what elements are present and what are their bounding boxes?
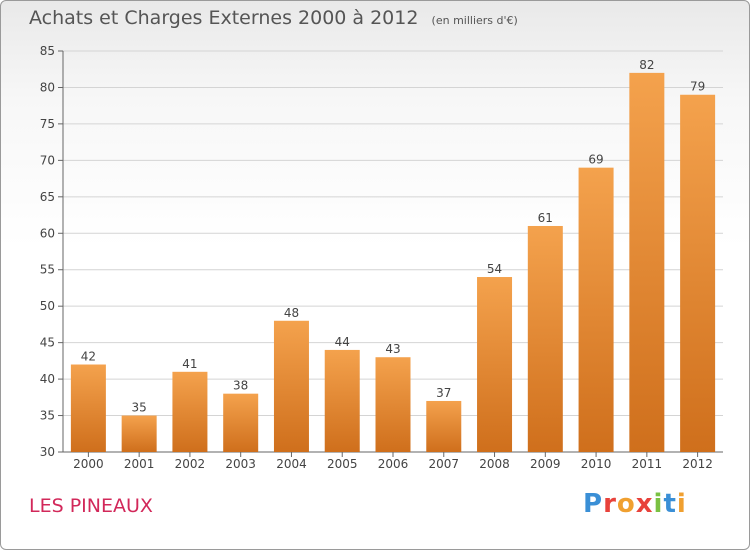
value-label: 42 xyxy=(81,350,96,364)
value-label: 35 xyxy=(132,401,147,415)
x-tick-label: 2007 xyxy=(428,457,459,471)
y-tick-label: 70 xyxy=(40,153,55,167)
value-label: 48 xyxy=(284,306,299,320)
logo-letter: P xyxy=(583,489,604,519)
y-tick-label: 65 xyxy=(40,190,55,204)
y-tick-label: 60 xyxy=(40,226,55,240)
bar xyxy=(680,94,716,452)
logo-letter: t xyxy=(663,489,677,519)
logo-letter: r xyxy=(603,489,617,519)
bar xyxy=(578,167,614,452)
x-tick-label: 2003 xyxy=(225,457,256,471)
y-tick-label: 50 xyxy=(40,299,55,313)
value-label: 54 xyxy=(487,262,502,276)
y-tick-label: 40 xyxy=(40,372,55,386)
bar xyxy=(70,364,106,452)
x-tick-label: 2005 xyxy=(327,457,358,471)
bar xyxy=(629,72,665,452)
logo-letter: x xyxy=(635,489,654,519)
bar xyxy=(527,225,563,452)
y-tick-label: 30 xyxy=(40,445,55,459)
value-label: 82 xyxy=(639,58,654,72)
x-tick-label: 2000 xyxy=(73,457,104,471)
value-label: 38 xyxy=(233,379,248,393)
bars xyxy=(70,72,716,452)
value-labels: 42 35 41 38 48 44 43 37 54 61 69 82 79 xyxy=(81,58,706,415)
value-label: 61 xyxy=(538,211,553,225)
x-tick-label: 2010 xyxy=(581,457,612,471)
x-tick-label: 2001 xyxy=(124,457,155,471)
x-tick-label: 2008 xyxy=(479,457,510,471)
bar xyxy=(426,400,462,452)
x-tick-label: 2009 xyxy=(530,457,561,471)
logo-letter: i xyxy=(653,489,664,519)
commune-name: LES PINEAUX xyxy=(29,495,153,517)
bar xyxy=(121,415,157,452)
y-tick-label: 35 xyxy=(40,409,55,423)
value-label: 79 xyxy=(690,80,705,94)
x-tick-label: 2004 xyxy=(276,457,307,471)
x-tick-label: 2002 xyxy=(175,457,206,471)
x-tick-label: 2006 xyxy=(378,457,409,471)
value-label: 37 xyxy=(436,386,451,400)
value-label: 43 xyxy=(385,342,400,356)
proxiti-logo: Proxiti xyxy=(583,489,687,519)
bar xyxy=(172,371,208,452)
bar xyxy=(273,320,309,452)
title-text: Achats et Charges Externes 2000 à 2012 xyxy=(29,7,419,29)
y-tick-label: 45 xyxy=(40,336,55,350)
y-tick-label: 80 xyxy=(40,80,55,94)
bar xyxy=(223,393,259,452)
y-tick-label: 75 xyxy=(40,117,55,131)
x-tick-label: 2012 xyxy=(682,457,713,471)
logo-letter: i xyxy=(676,489,687,519)
x-tick-label: 2011 xyxy=(632,457,663,471)
value-label: 69 xyxy=(588,153,603,167)
unit-text: (en milliers d'€) xyxy=(431,14,518,27)
bar xyxy=(477,277,513,452)
logo-letter: o xyxy=(616,489,636,519)
chart-title: Achats et Charges Externes 2000 à 2012 (… xyxy=(29,7,518,29)
bar xyxy=(324,349,360,452)
bar xyxy=(375,357,411,452)
y-tick-label: 55 xyxy=(40,263,55,277)
y-tick-label: 85 xyxy=(40,44,55,58)
axes: 30 35 40 45 50 55 60 65 70 75 80 85 2000 2001 2002 2003… xyxy=(40,44,723,471)
value-label: 41 xyxy=(182,357,197,371)
value-label: 44 xyxy=(335,335,350,349)
